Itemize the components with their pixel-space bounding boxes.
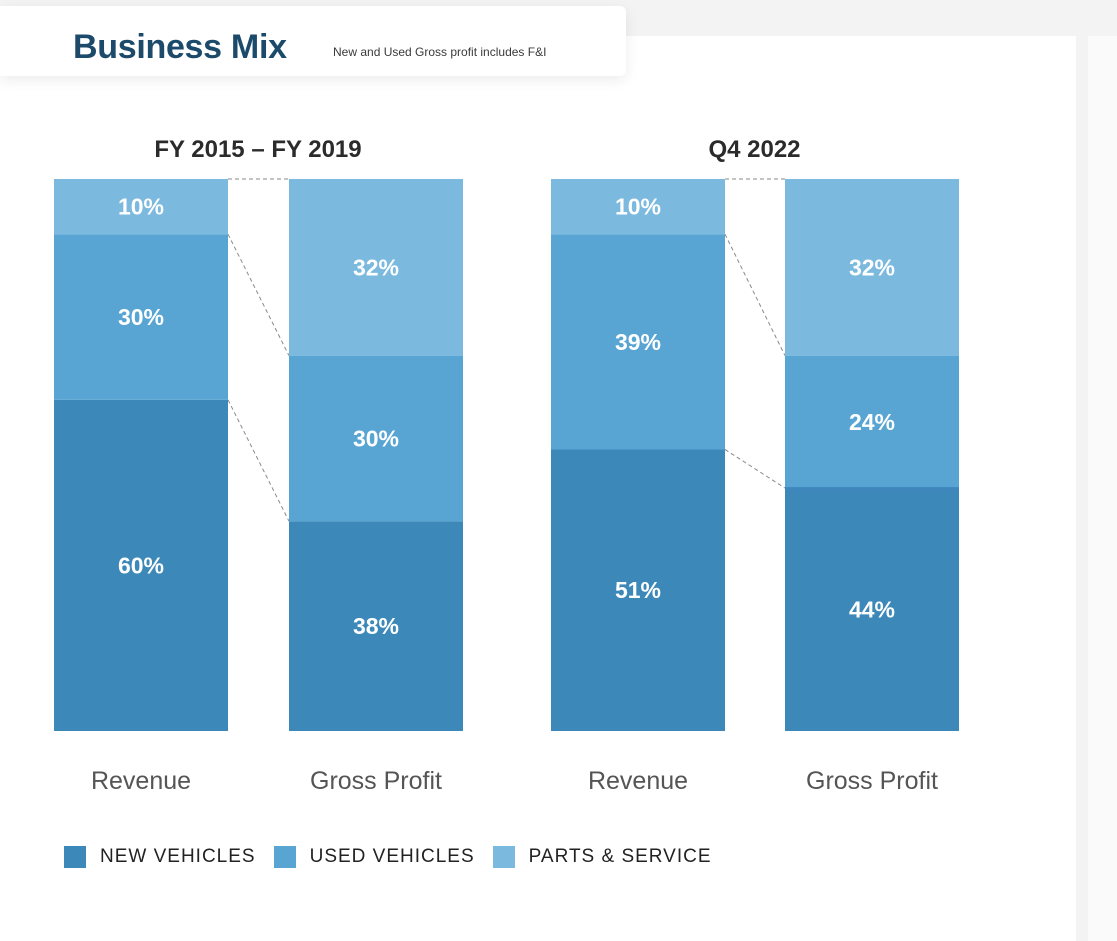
- legend-label-new-vehicles: NEW VEHICLES: [100, 846, 256, 867]
- dashed-connector: [724, 449, 786, 489]
- bar-segment-parts-service-gross-profit-1: [785, 179, 959, 356]
- dashed-connector: [227, 233, 290, 356]
- page-subtitle: New and Used Gross profit includes F&I: [333, 45, 547, 59]
- chart-group-title-0: FY 2015 – FY 2019: [154, 136, 362, 163]
- bar-value-label: 24%: [849, 409, 895, 435]
- bar-value-label: 51%: [615, 577, 661, 603]
- legend-swatch-parts-service: [492, 846, 515, 868]
- legend-swatch-used-vehicles: [273, 846, 296, 868]
- bar-value-label: 30%: [118, 304, 164, 330]
- bar-value-label: 32%: [353, 254, 399, 280]
- legend-item-used-vehicles: USED VEHICLES: [273, 846, 475, 868]
- bar-value-label: 30%: [353, 425, 399, 451]
- bar-segment-parts-service-revenue-1: [551, 179, 725, 235]
- bar-segment-used-vehicles-gross-profit-0: [289, 355, 463, 522]
- bar-value-label: 60%: [118, 552, 164, 578]
- bar-segment-parts-service-gross-profit-0: [289, 179, 463, 356]
- legend-item-parts-service: PARTS & SERVICE: [492, 846, 712, 868]
- category-label-revenue: Revenue: [91, 767, 191, 795]
- category-label-revenue: Revenue: [588, 767, 688, 795]
- bar-value-label: 39%: [615, 329, 661, 355]
- category-label-gross-profit: Gross Profit: [806, 767, 938, 795]
- bar-value-label: 10%: [615, 194, 661, 220]
- bar-segment-new-vehicles-revenue-0: [54, 399, 228, 731]
- legend: NEW VEHICLES USED VEHICLES PARTS & SERVI…: [64, 846, 730, 868]
- bar-segment-new-vehicles-gross-profit-0: [289, 521, 463, 731]
- bar-value-label: 38%: [353, 613, 399, 639]
- bar-segment-used-vehicles-revenue-0: [54, 234, 228, 400]
- legend-swatch-new-vehicles: [64, 846, 86, 868]
- bar-segment-new-vehicles-gross-profit-1: [785, 488, 959, 731]
- category-label-gross-profit: Gross Profit: [310, 767, 442, 795]
- page-title: Business Mix: [73, 28, 287, 66]
- legend-label-used-vehicles: USED VEHICLES: [309, 846, 475, 867]
- adjacent-panel-edge: [1088, 36, 1117, 941]
- header-card: Business Mix New and Used Gross profit i…: [0, 6, 626, 76]
- dashed-connector: [227, 399, 290, 522]
- bar-segment-new-vehicles-revenue-1: [551, 449, 725, 731]
- bar-value-label: 32%: [849, 254, 895, 280]
- dashed-connector: [724, 233, 786, 356]
- legend-label-parts-service: PARTS & SERVICE: [528, 846, 712, 867]
- bar-value-label: 10%: [118, 194, 164, 220]
- segment-boundary: [785, 487, 959, 494]
- bar-segment-parts-service-revenue-0: [54, 179, 228, 235]
- bar-segment-used-vehicles-revenue-1: [551, 234, 725, 450]
- bar-segment-used-vehicles-gross-profit-1: [785, 355, 959, 489]
- legend-item-new-vehicles: NEW VEHICLES: [64, 846, 256, 868]
- bar-value-label: 44%: [849, 597, 895, 623]
- chart-group-title-1: Q4 2022: [708, 136, 801, 163]
